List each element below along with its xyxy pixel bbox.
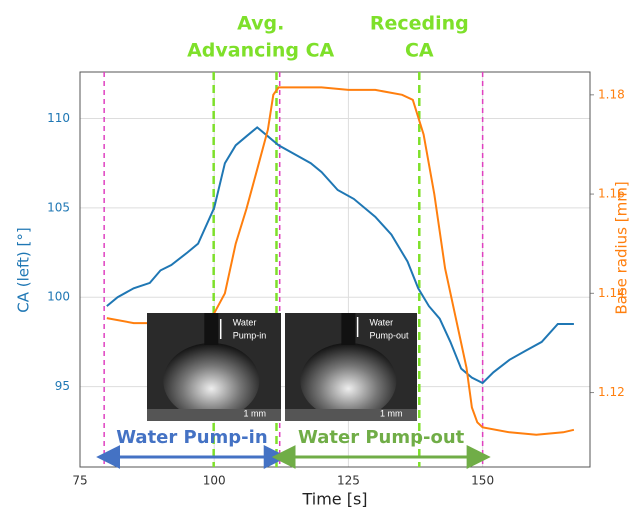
- annotation: Receding: [370, 13, 469, 35]
- y-tick-label: 100: [47, 290, 70, 304]
- y2-tick-label: 1.12: [598, 385, 625, 399]
- x-tick-label: 75: [72, 474, 87, 488]
- chart: Time [s] CA (left) [°] Base radius [mm] …: [0, 0, 634, 512]
- y-axis-label: CA (left) [°]: [15, 227, 33, 312]
- inset-label: Pump-out: [369, 330, 409, 340]
- span-label: Water Pump-in: [116, 427, 267, 448]
- y-tick-label: 110: [47, 111, 70, 125]
- annotation: Avg.: [237, 13, 284, 35]
- scale-label: 1 mm: [243, 408, 265, 418]
- x-tick-label: 100: [203, 474, 226, 488]
- x-tick-label: 125: [337, 474, 360, 488]
- x-tick-label: 150: [471, 474, 494, 488]
- y-tick-label: 95: [55, 379, 70, 393]
- inset-image: Water Pump-in 1 mm: [147, 313, 281, 421]
- y-tick-label: 105: [47, 200, 70, 214]
- inset-image: Water Pump-out 1 mm: [285, 313, 417, 421]
- annotation: CA: [405, 40, 434, 62]
- inset-label: Water: [369, 317, 393, 327]
- y2-tick-label: 1.18: [598, 87, 625, 101]
- span-label: Water Pump-out: [298, 427, 465, 448]
- inset-label: Water: [233, 317, 257, 327]
- y2-tick-label: 1.14: [598, 286, 625, 300]
- x-axis-label: Time [s]: [301, 490, 367, 509]
- scale-label: 1 mm: [380, 408, 403, 418]
- needle: [204, 313, 218, 345]
- y2-tick-label: 1.16: [598, 187, 625, 201]
- annotation: Advancing CA: [187, 40, 334, 62]
- inset-label: Pump-in: [233, 330, 267, 340]
- needle: [341, 313, 355, 345]
